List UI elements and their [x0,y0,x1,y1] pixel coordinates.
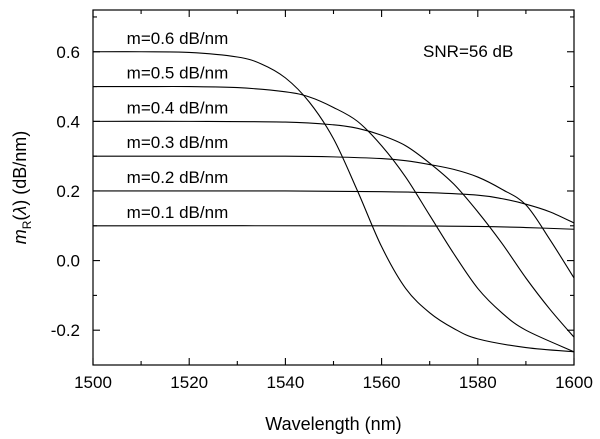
x-tick-label: 1520 [170,373,208,392]
y-tick-label: 0.0 [56,252,80,271]
y-tick-label: 0.4 [56,112,80,131]
series-label-5: m=0.2 dB/nm [127,168,229,187]
plot-frame [92,9,575,366]
y-axis-title-subscript: R [20,220,34,229]
y-tick-label: 0.6 [56,43,80,62]
series-label-4: m=0.3 dB/nm [127,133,229,152]
series-line-1 [92,51,575,353]
y-tick-label: 0.2 [56,182,80,201]
y-axis-title-open: ( [10,215,30,221]
series-label-2: m=0.5 dB/nm [127,64,229,83]
series-label-1: m=0.6 dB/nm [127,29,229,48]
axis-tick-labels: 1500 1520 1540 1560 1580 1600 -0.2 0.0 0.2 0.4 0.6 [51,43,593,392]
series-line-4 [93,155,575,279]
y-axis-title-close: ) [10,200,30,206]
series-line-6 [92,225,575,230]
y-tick-label: -0.2 [51,321,80,340]
x-tick-label: 1500 [74,373,112,392]
x-tick-label: 1600 [555,373,593,392]
snr-annotation: SNR=56 dB [423,42,513,61]
series-label-6: m=0.1 dB/nm [127,203,229,222]
x-tick-label: 1560 [363,373,401,392]
y-axis-title-lambda: λ [10,206,30,216]
y-axis-title: mR(λ) (dB/nm) [10,131,34,245]
series-curves [92,51,575,353]
x-tick-label: 1580 [459,373,497,392]
y-axis-title-unit: (dB/nm) [10,131,30,200]
series-line-5 [92,190,575,224]
series-line-2 [93,85,575,353]
x-axis-title: Wavelength (nm) [265,414,401,434]
series-line-3 [92,120,575,338]
y-axis-title-symbol: m [10,229,30,244]
series-label-3: m=0.4 dB/nm [127,98,229,117]
x-tick-label: 1540 [266,373,304,392]
series-labels: m=0.6 dB/nm m=0.5 dB/nm m=0.4 dB/nm m=0.3 d… [127,29,229,222]
